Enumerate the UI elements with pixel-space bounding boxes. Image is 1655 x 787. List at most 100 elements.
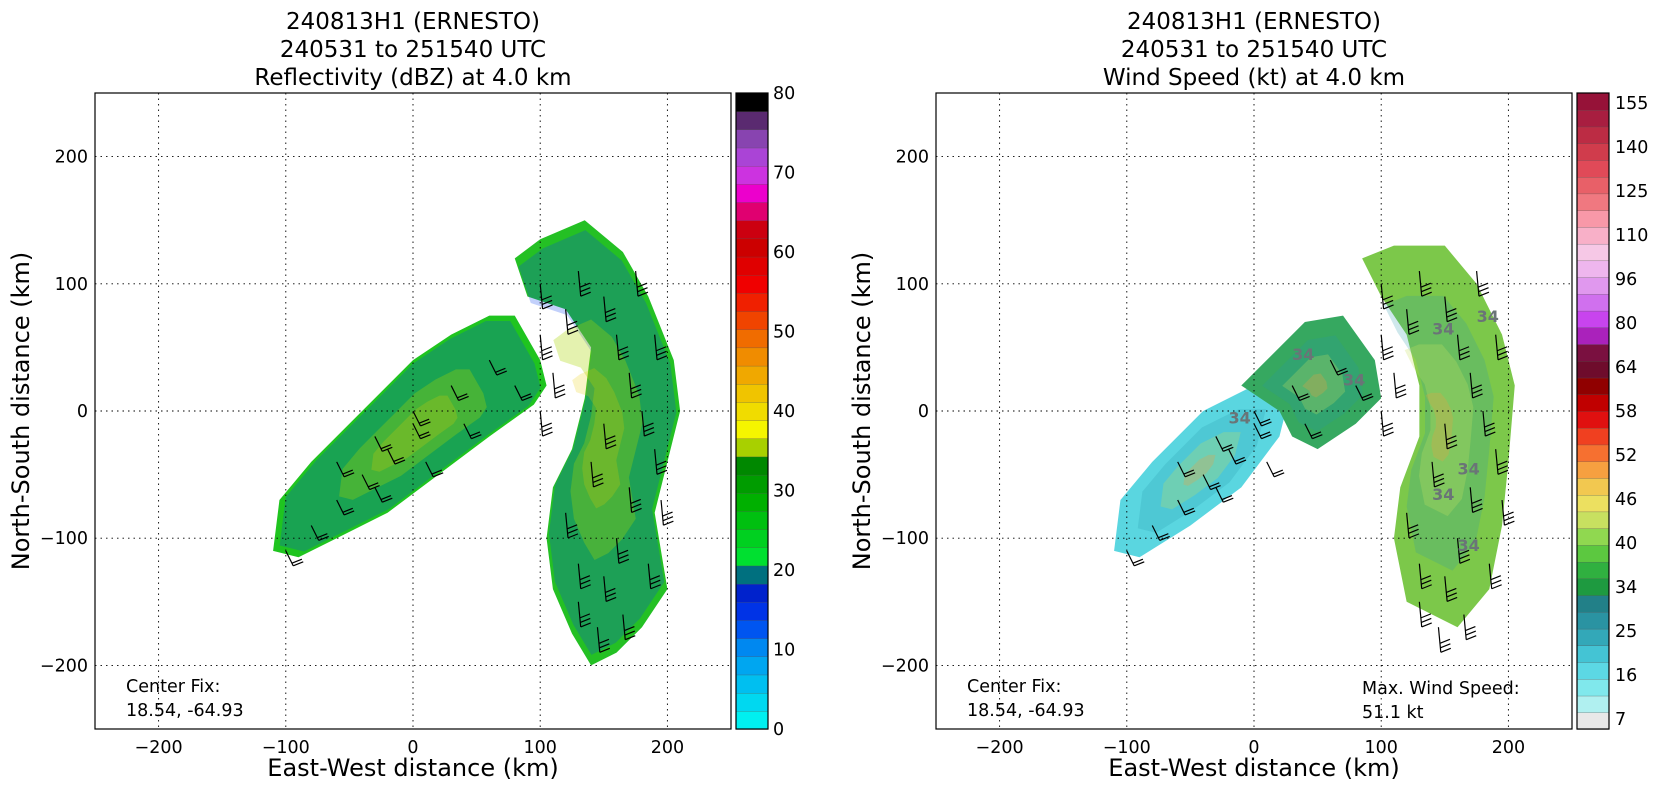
wind-barb <box>1456 538 1471 564</box>
center-fix-value: 18.54, -64.93 <box>126 701 244 721</box>
panel-title-line-1: 240813H1 (ERNESTO) <box>286 9 540 35</box>
plot-frame <box>935 92 1573 730</box>
colorbar-segment <box>735 674 769 694</box>
wind-barb <box>622 614 636 641</box>
wind-barb <box>1151 525 1170 541</box>
colorbar-tick-label: 16 <box>1615 666 1637 686</box>
wind-barb <box>628 487 642 513</box>
colorbar-segment <box>735 238 769 258</box>
wind-barb <box>412 423 431 440</box>
colorbar-segment <box>1576 92 1610 111</box>
colorbar-segment <box>735 329 769 349</box>
colorbar-segment <box>735 183 769 203</box>
field-region <box>1362 245 1515 628</box>
colorbar-segment <box>1576 310 1610 328</box>
colorbar-segment <box>1576 176 1610 195</box>
field-region-core <box>1383 295 1494 571</box>
wind-barb <box>374 436 393 452</box>
colorbar-segment <box>1576 276 1610 295</box>
wind-barb <box>647 563 661 590</box>
wind-barb <box>1469 372 1483 399</box>
colorbar-segment <box>1576 126 1610 144</box>
x-axis-ticks: −200 −100 0 100 200 <box>135 738 685 758</box>
y-tick-label: −100 <box>881 529 929 549</box>
colorbar-tick-label: 110 <box>1615 226 1648 246</box>
colorbar-segment <box>1576 461 1610 479</box>
wind-barb <box>539 283 553 310</box>
x-axis-ticks: −200 −100 0 100 200 <box>976 738 1526 758</box>
field-region-core <box>1160 432 1241 510</box>
field-region-core <box>1137 409 1266 533</box>
wind-barb <box>1355 385 1374 402</box>
max-wind-label: Max. Wind Speed: <box>1362 679 1520 699</box>
wind-barb <box>488 359 507 376</box>
colorbar-segment <box>735 474 769 494</box>
grid-lines <box>936 93 1572 729</box>
colorbar-tick-label: 30 <box>773 482 795 502</box>
colorbar-segment <box>1576 661 1610 680</box>
colorbar-segment <box>735 365 769 385</box>
contour-label: 34 <box>1343 371 1365 390</box>
colorbar-segment <box>735 438 769 458</box>
colorbar-tick-label: 60 <box>773 243 795 263</box>
colorbar-segment <box>735 220 769 240</box>
x-axis-label: East-West distance (km) <box>267 754 558 782</box>
colorbar-segment <box>735 129 769 149</box>
wind-barb <box>615 334 630 361</box>
wind-barb <box>1393 372 1407 399</box>
colorbar-segment <box>735 710 769 730</box>
colorbar-frame <box>735 92 769 730</box>
field-region <box>273 315 547 558</box>
colorbar-segment <box>735 111 769 130</box>
wind-barb <box>1495 449 1509 475</box>
reflectivity-panel: 240813H1 (ERNESTO) 240531 to 251540 UTC … <box>7 9 795 782</box>
wind-barb <box>1463 614 1477 641</box>
reflectivity-colorbar: 0 10 20 30 40 50 60 70 80 <box>735 84 795 740</box>
colorbar-segment <box>735 637 769 657</box>
colorbar-segment <box>1576 193 1610 211</box>
wind-barb <box>615 538 630 564</box>
y-axis-label: North-South distance (km) <box>848 252 876 571</box>
wind-barb <box>654 334 668 361</box>
wind-barb <box>1380 283 1394 310</box>
colorbar-segment <box>1576 578 1610 596</box>
colorbar-tick-label: 10 <box>773 641 795 661</box>
wind-barb <box>1380 334 1394 361</box>
wind-barb <box>412 410 431 427</box>
wind-barbs <box>1126 271 1515 653</box>
colorbar-segment <box>735 401 769 421</box>
contour-label: 34 <box>1458 460 1480 479</box>
x-tick-label: 100 <box>1364 738 1397 758</box>
colorbar-segment <box>735 601 769 621</box>
colorbar-segment <box>1576 360 1610 379</box>
colorbar-segment <box>1576 695 1610 713</box>
panel-title-line-3: Reflectivity (dBZ) at 4.0 km <box>254 65 571 91</box>
colorbar-tick-label: 80 <box>1615 314 1637 334</box>
wind-barb <box>628 372 642 399</box>
y-axis-ticks: 200 100 0 −100 −200 <box>881 148 929 677</box>
colorbar-tick-label: 40 <box>1615 534 1637 554</box>
x-tick-label: −100 <box>1103 738 1151 758</box>
wind-barb <box>1215 436 1234 452</box>
contour-label: 34 <box>1229 409 1251 428</box>
colorbar-tick-label: 96 <box>1615 270 1637 290</box>
colorbar-segment <box>1576 628 1610 646</box>
wind-barb <box>1444 576 1458 603</box>
wind-barb <box>1456 334 1471 361</box>
colorbar-segment <box>735 292 769 312</box>
x-tick-label: −100 <box>262 738 310 758</box>
wind-barb <box>603 423 617 450</box>
field-region-core <box>371 395 458 472</box>
wind-barb <box>425 461 444 478</box>
colorbar-tick-label: 58 <box>1615 402 1637 422</box>
colorbar-segment <box>735 583 769 603</box>
panel-title-line-2: 240531 to 251540 UTC <box>1121 37 1387 63</box>
field-region-core <box>279 320 541 552</box>
colorbar-segment <box>1576 611 1610 630</box>
wind-barb <box>1253 423 1272 440</box>
colorbar-segment <box>1576 494 1610 513</box>
colorbar-tick-label: 125 <box>1615 182 1648 202</box>
reflectivity-field <box>273 220 681 666</box>
colorbar-segment <box>735 165 769 185</box>
x-tick-label: −200 <box>135 738 183 758</box>
